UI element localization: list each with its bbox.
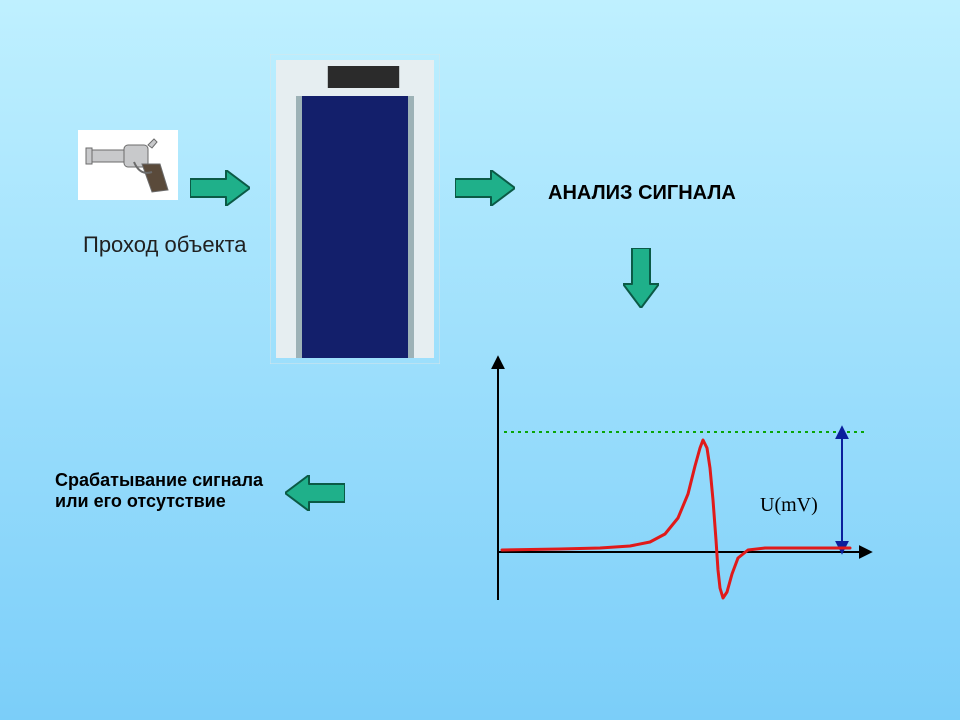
label-umv: U(mV) [760, 494, 818, 517]
slide-canvas: Проход объекта АНАЛИЗ СИГНАЛА Срабатыван… [0, 0, 960, 720]
label-object-pass: Проход объекта [83, 232, 247, 258]
label-trigger: Срабатывание сигнала или его отсутствие [55, 470, 263, 512]
signal-chart [0, 0, 960, 720]
label-signal-analysis: АНАЛИЗ СИГНАЛА [548, 182, 736, 205]
